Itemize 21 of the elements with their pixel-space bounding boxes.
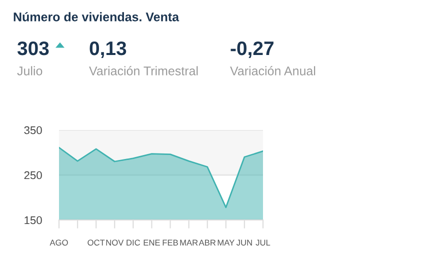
chart-title: Número de viviendas. Venta <box>14 12 180 22</box>
text: -0,27 <box>230 41 274 58</box>
x-tick-label: ABR <box>198 240 216 246</box>
x-tick-label: ENE <box>144 240 160 246</box>
x-tick-label: AGO <box>50 240 68 246</box>
x-tick-label: NOV <box>106 240 124 246</box>
text: 0,13 <box>90 41 126 58</box>
y-tick-label: 250 <box>24 171 42 180</box>
y-tick-label: 150 <box>24 216 42 224</box>
x-tick-label: FEB <box>162 240 178 246</box>
x-tick-label: MAR <box>180 240 198 246</box>
text: Variación Trimestral <box>89 66 198 76</box>
y-tick-label: 350 <box>24 126 42 134</box>
text: Variación Anual <box>230 66 316 76</box>
x-tick-label: MAY <box>218 240 234 246</box>
x-tick-label: JUL <box>256 240 270 246</box>
text: Julio <box>17 66 42 76</box>
x-tick-label: DIC <box>126 240 140 246</box>
x-tick-label: OCT <box>88 240 105 246</box>
text: 303 <box>17 41 49 56</box>
x-tick-label: JUN <box>236 240 252 246</box>
